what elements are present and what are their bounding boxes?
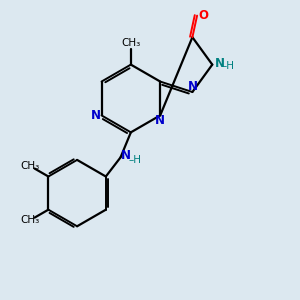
Text: N: N bbox=[215, 57, 225, 70]
Text: CH₃: CH₃ bbox=[20, 215, 40, 225]
Text: CH₃: CH₃ bbox=[20, 161, 40, 171]
Text: N: N bbox=[188, 80, 198, 93]
Text: CH₃: CH₃ bbox=[121, 38, 140, 48]
Text: O: O bbox=[199, 9, 208, 22]
Text: N: N bbox=[155, 114, 165, 127]
Text: N: N bbox=[91, 109, 101, 122]
Text: N: N bbox=[121, 148, 131, 161]
Text: –H: –H bbox=[222, 61, 235, 71]
Text: –H: –H bbox=[129, 155, 142, 165]
